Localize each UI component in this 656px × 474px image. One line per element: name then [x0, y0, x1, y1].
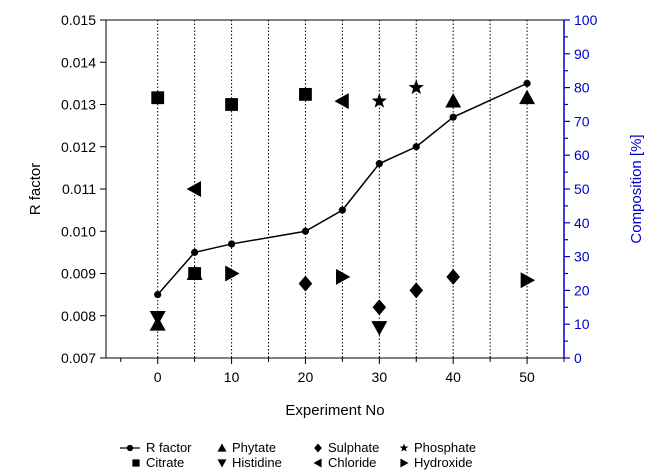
y2-axis-ticks: 0 10 20 30 40 50 60 70 80 90 100: [564, 12, 598, 366]
y-tick-label: 0.011: [62, 181, 96, 197]
y-tick-label: 0.014: [61, 54, 96, 70]
x-tick-label: 40: [445, 369, 461, 385]
data-point: [301, 227, 310, 235]
y-tick-label: 0.010: [61, 223, 96, 239]
data-point: [298, 275, 313, 292]
legend-marker: [126, 444, 134, 452]
legend-entry: R factor: [120, 440, 192, 455]
data-point: [449, 113, 457, 121]
data-point: [519, 89, 536, 105]
y-tick-label: 0.015: [61, 12, 96, 28]
legend-label: Chloride: [328, 455, 376, 470]
data-point: [445, 93, 462, 108]
data-point: [412, 143, 420, 151]
legend-label: Sulphate: [328, 440, 379, 455]
y-tick-label: 0.013: [61, 97, 96, 113]
y-tick-label: 0.008: [61, 308, 96, 324]
legend-marker: [314, 443, 322, 453]
legend-label: R factor: [146, 440, 192, 455]
data-point: [225, 265, 240, 282]
legend-marker: [217, 459, 227, 468]
data-point: [227, 240, 236, 248]
data-point: [154, 291, 162, 299]
series-histidine: [149, 311, 388, 336]
legend-marker: [313, 458, 322, 468]
data-point: [299, 87, 312, 101]
data-point: [446, 268, 460, 285]
legend-entry: Histidine: [217, 455, 282, 470]
legend-entry: Citrate: [132, 455, 184, 470]
legend-entry: Chloride: [313, 455, 376, 470]
series-phytate: [149, 89, 536, 331]
legend-label: Citrate: [146, 455, 184, 470]
y-tick-label: 0.007: [61, 350, 96, 366]
legend-marker: [400, 458, 409, 468]
legend-label: Phytate: [232, 440, 276, 455]
data-point: [149, 311, 166, 326]
x-tick-label: 30: [372, 369, 388, 385]
data-series: [149, 79, 536, 336]
y2-tick-label: 100: [574, 12, 598, 28]
x-axis-ticks: 0 10 20 30 40 50: [120, 358, 565, 385]
series-hydroxide: [225, 265, 536, 289]
legend-marker: [132, 459, 140, 467]
data-point: [375, 160, 383, 168]
x-tick-label: 50: [519, 369, 535, 385]
y-tick-label: 0.009: [61, 266, 96, 282]
data-point: [409, 282, 424, 299]
gridlines: [157, 20, 528, 358]
y2-tick-label: 60: [574, 147, 590, 163]
y-axis-ticks: 0.007 0.008 0.009 0.010 0.011 0.012 0.013 0.014…: [61, 12, 106, 366]
series-r-factor: [154, 79, 531, 299]
y2-tick-label: 50: [574, 181, 590, 197]
y-axis-title: R factor: [27, 163, 44, 216]
plot-frame: [105, 19, 565, 359]
y2-axis-title: Composition [%]: [628, 134, 645, 243]
series-chloride: [186, 93, 349, 197]
y2-tick-label: 30: [574, 249, 590, 265]
y2-tick-label: 10: [574, 316, 590, 332]
data-point: [523, 79, 531, 87]
data-point: [408, 79, 424, 95]
data-point: [186, 181, 202, 197]
x-tick-label: 20: [298, 369, 314, 385]
x-tick-label: 0: [154, 369, 162, 385]
legend-label: Hydroxide: [414, 455, 473, 470]
legend-label: Histidine: [232, 455, 282, 470]
legend-marker: [399, 443, 409, 452]
data-point: [225, 98, 238, 111]
data-point: [338, 206, 346, 214]
legend-marker: [217, 443, 227, 452]
data-point: [335, 268, 351, 285]
series-sulphate: [298, 268, 460, 316]
data-point: [334, 93, 349, 110]
data-point: [186, 265, 203, 280]
x-axis-title: Experiment No: [285, 402, 384, 419]
data-point: [191, 248, 199, 256]
y2-tick-label: 40: [574, 215, 590, 231]
y2-tick-label: 80: [574, 80, 590, 96]
data-point: [520, 272, 536, 289]
data-point: [371, 321, 388, 336]
legend-entry: Phosphate: [399, 440, 476, 455]
data-point: [151, 91, 165, 105]
data-point: [372, 299, 387, 316]
x-tick-label: 10: [224, 369, 240, 385]
series-phosphate: [371, 79, 424, 108]
y-tick-label: 0.012: [61, 139, 96, 155]
data-point: [371, 93, 387, 108]
legend-label: Phosphate: [414, 440, 476, 455]
legend-entry: Hydroxide: [400, 455, 473, 470]
y2-tick-label: 20: [574, 282, 590, 298]
y2-tick-label: 70: [574, 113, 590, 129]
legend-entry: Phytate: [217, 440, 276, 455]
legend-entry: Sulphate: [314, 440, 379, 455]
y2-tick-label: 0: [574, 350, 582, 366]
y2-tick-label: 90: [574, 46, 590, 62]
